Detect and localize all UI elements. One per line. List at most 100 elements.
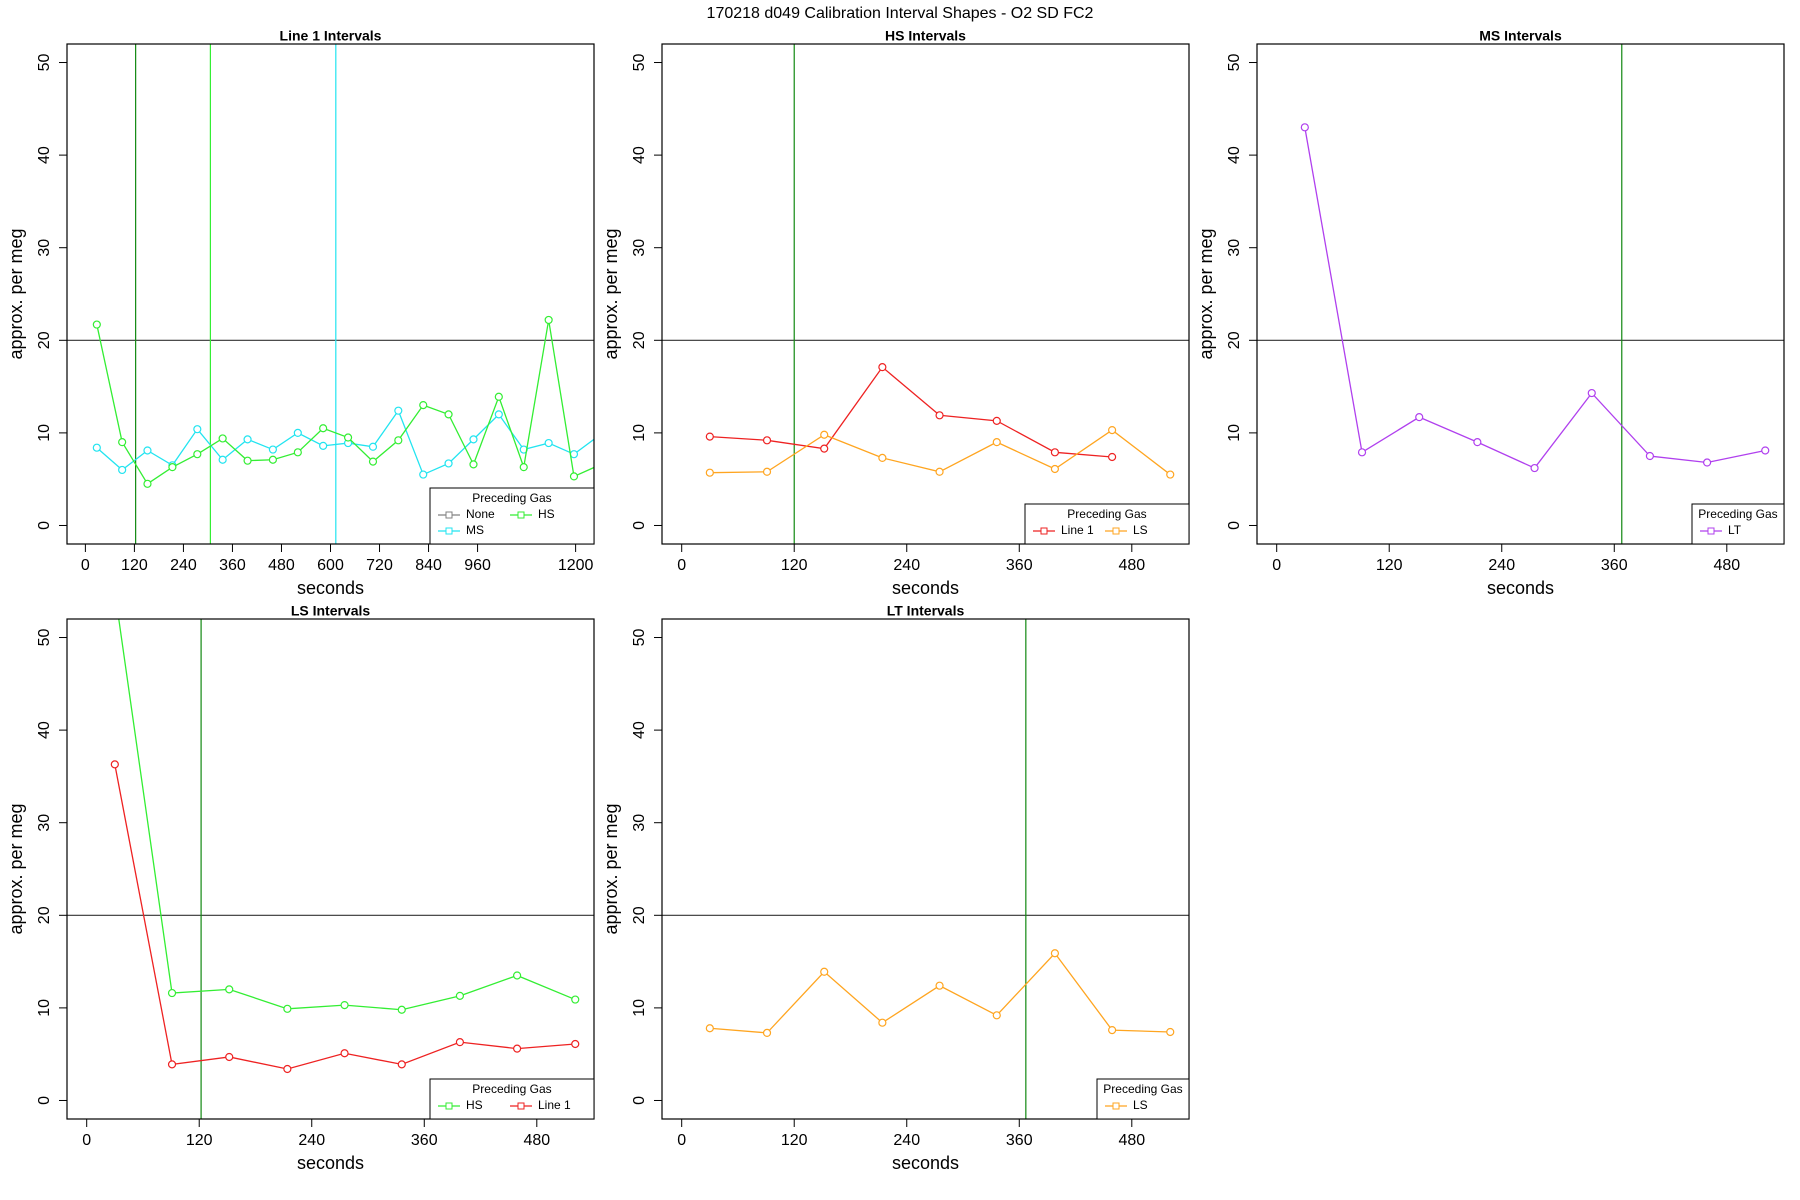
- data-point: [935, 411, 944, 420]
- legend-box: [429, 1078, 595, 1120]
- y-axis-label: approx. per meg: [601, 228, 621, 359]
- y-tick-label: 40: [36, 721, 53, 739]
- data-point: [544, 438, 553, 448]
- y-tick-label: 30: [631, 814, 648, 832]
- y-tick-label: 20: [36, 906, 53, 924]
- data-point: [820, 444, 829, 453]
- data-point: [111, 588, 118, 595]
- data-point: [225, 985, 234, 994]
- y-tick-label: 10: [631, 424, 648, 442]
- data-point: [820, 430, 829, 439]
- y-axis-label: approx. per meg: [6, 228, 26, 359]
- legend-label: LT: [1728, 523, 1742, 537]
- legend-swatch: [445, 511, 453, 519]
- data-point: [368, 442, 378, 451]
- data-point: [397, 1060, 406, 1069]
- data-point: [1166, 1027, 1175, 1037]
- x-tick-label: 0: [82, 1132, 91, 1149]
- legend-box: [1096, 1078, 1190, 1120]
- data-point: [143, 479, 152, 488]
- data-point: [455, 1038, 465, 1047]
- x-axis-label: seconds: [892, 1153, 959, 1173]
- x-tick-label: 360: [411, 1132, 438, 1149]
- data-point: [519, 463, 528, 472]
- x-tick-label: 120: [121, 557, 148, 574]
- legend-title: Preceding Gas: [1067, 507, 1146, 521]
- data-point: [1473, 438, 1482, 447]
- data-point: [444, 459, 453, 468]
- data-point: [118, 465, 127, 475]
- data-point: [218, 455, 227, 464]
- y-tick-label: 20: [1226, 331, 1243, 349]
- panel: Line 1 Intervals seconds approx. per meg 0 1…: [6, 28, 602, 598]
- data-point: [878, 453, 887, 462]
- data-point: [1645, 451, 1655, 461]
- y-tick-label: 40: [36, 146, 53, 164]
- data-point: [1761, 446, 1770, 455]
- legend-swatch: [517, 511, 525, 519]
- data-point: [595, 432, 602, 439]
- y-tick-label: 30: [36, 239, 53, 257]
- y-tick-label: 40: [631, 721, 648, 739]
- data-point: [1530, 463, 1539, 473]
- x-tick-label: 0: [81, 557, 90, 574]
- data-point: [143, 446, 152, 455]
- x-tick-label: 240: [170, 557, 197, 574]
- plot-area: [67, 588, 594, 1119]
- x-tick-label: 120: [186, 1132, 213, 1149]
- data-point: [935, 981, 944, 990]
- legend-label: LS: [1133, 523, 1148, 537]
- y-tick-label: 50: [36, 629, 53, 647]
- data-point: [343, 433, 353, 442]
- plot-frame: [1256, 43, 1785, 545]
- data-point: [118, 438, 127, 447]
- legend-box: [1024, 503, 1190, 545]
- data-point: [494, 410, 503, 419]
- x-tick-label: 720: [366, 557, 393, 574]
- x-axis-label: seconds: [297, 1153, 364, 1173]
- panel: HS Intervals seconds approx. per meg 0 120 24…: [601, 28, 1190, 598]
- data-point: [218, 434, 227, 443]
- data-point: [469, 435, 478, 444]
- y-axis-label: approx. per meg: [1196, 228, 1216, 359]
- y-axis-label: approx. per meg: [6, 803, 26, 934]
- series-line: [1304, 127, 1766, 469]
- data-point: [243, 435, 252, 444]
- legend-label: Line 1: [1061, 523, 1094, 537]
- legend-swatch: [517, 1102, 525, 1110]
- data-point: [319, 424, 328, 433]
- data-point: [283, 1004, 292, 1013]
- x-tick-label: 960: [464, 557, 491, 574]
- data-point: [283, 1064, 292, 1074]
- data-point: [293, 428, 302, 437]
- x-tick-label: 360: [1601, 557, 1628, 574]
- data-point: [168, 463, 177, 472]
- data-point: [935, 467, 944, 476]
- data-point: [1108, 1026, 1117, 1035]
- x-tick-label: 360: [1006, 557, 1033, 574]
- legend-title: Preceding Gas: [472, 491, 551, 505]
- plot-area: [662, 44, 1189, 544]
- data-point: [705, 432, 714, 441]
- y-tick-label: 20: [36, 331, 53, 349]
- panel: LS Intervals seconds approx. per meg 0 120 24…: [6, 588, 595, 1173]
- panel: LT Intervals seconds approx. per meg 0 120 24…: [601, 603, 1190, 1173]
- data-point: [92, 320, 101, 329]
- data-point: [1050, 448, 1060, 457]
- legend-swatch: [1112, 1102, 1120, 1110]
- x-axis-label: seconds: [297, 578, 364, 598]
- data-point: [469, 460, 478, 469]
- series-line: [709, 952, 1171, 1034]
- x-tick-label: 240: [1488, 557, 1515, 574]
- plot-frame: [661, 43, 1190, 545]
- legend-box: [1691, 503, 1785, 545]
- data-point: [92, 443, 101, 452]
- panel: MS Intervals seconds approx. per meg 0 120 24…: [1196, 28, 1785, 598]
- x-tick-label: 0: [1272, 557, 1281, 574]
- x-tick-label: 480: [268, 557, 295, 574]
- legend-title: Preceding Gas: [1103, 1082, 1182, 1096]
- data-point: [762, 467, 772, 476]
- panel-title: Line 1 Intervals: [280, 28, 382, 44]
- data-point: [1300, 123, 1309, 132]
